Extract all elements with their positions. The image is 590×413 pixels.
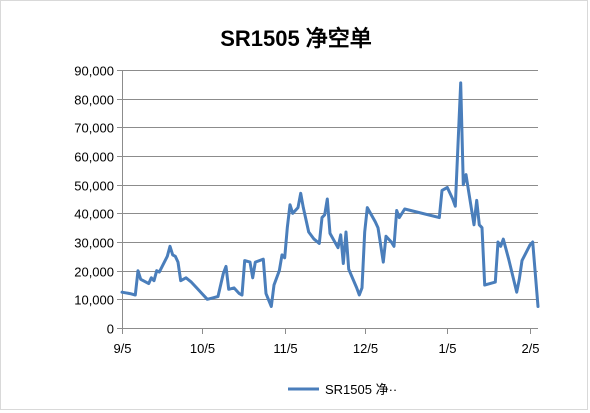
y-tick-label: 20,000 [74, 265, 114, 280]
axes [117, 70, 538, 334]
x-tick-label: 11/5 [273, 341, 297, 356]
y-tick-label: 70,000 [74, 121, 114, 136]
y-tick-label: 80,000 [74, 93, 114, 108]
x-tick-label: 12/5 [353, 341, 378, 356]
series-layer [120, 81, 540, 308]
legend-label: SR1505 净·· [325, 382, 397, 397]
x-tick-label: 9/5 [113, 341, 131, 356]
y-tick-label: 40,000 [74, 207, 114, 222]
y-tick-label: 30,000 [74, 236, 114, 251]
chart-title: SR1505 净空单 [220, 26, 372, 51]
y-tick-labels: 0 10,000 20,000 30,000 40,000 50,000 60,000 70,… [74, 64, 114, 337]
x-tick-labels: 9/5 10/5 11/5 12/5 1/5 2/5 [113, 341, 539, 356]
y-tick-label: 0 [107, 322, 114, 337]
y-tick-label: 10,000 [74, 293, 114, 308]
x-tick-label: 1/5 [438, 341, 456, 356]
y-tick-label: 60,000 [74, 150, 114, 165]
y-tick-label: 50,000 [74, 179, 114, 194]
y-tick-label: 90,000 [74, 64, 114, 79]
series-line [120, 81, 540, 308]
x-tick-label: 2/5 [521, 341, 539, 356]
x-tick-label: 10/5 [190, 341, 215, 356]
legend: SR1505 净·· [288, 382, 397, 397]
gridlines [122, 70, 538, 300]
